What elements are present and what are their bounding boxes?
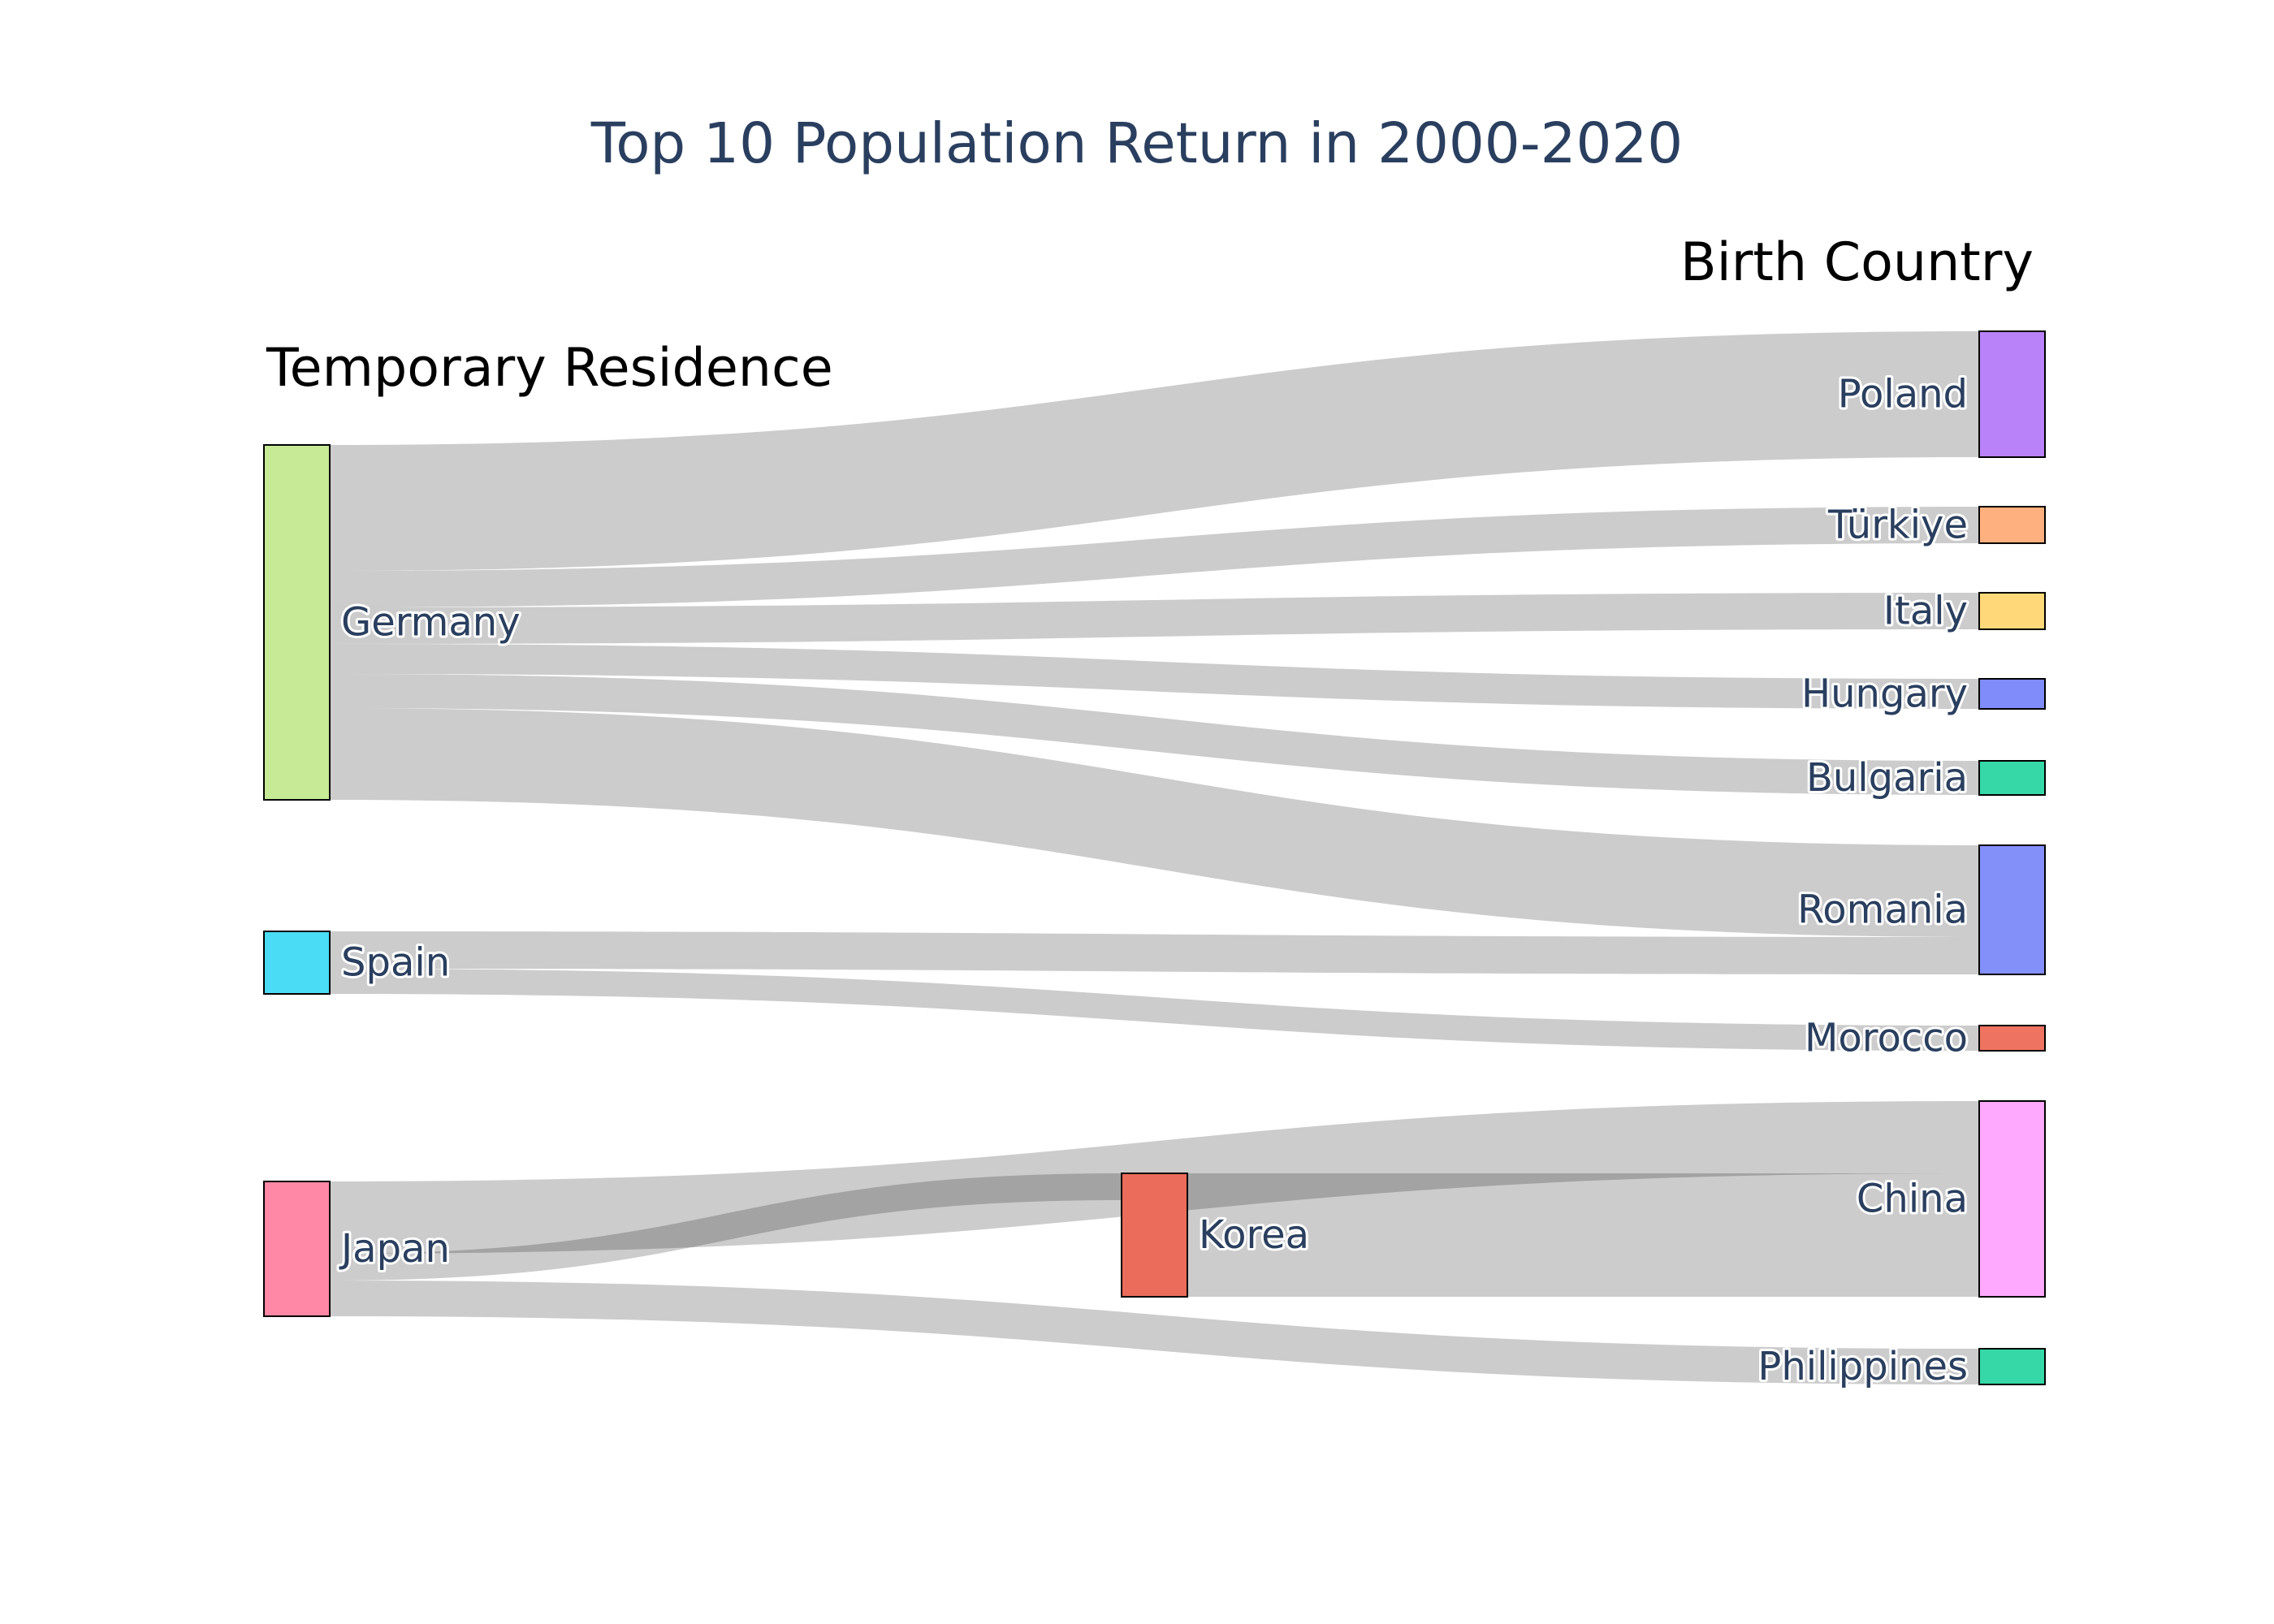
node-japan [263,1181,331,1317]
node-italy [1978,592,2046,630]
chart-title: Top 10 Population Return in 2000-2020 [590,111,1683,176]
link-japan-to-korea [330,1173,1122,1281]
nodes-layer [263,330,2046,1385]
node-label-romania: Romania [1797,888,1968,933]
link-germany-to-romania [330,708,1979,937]
column-label-birth-country: Birth Country [1680,232,2034,293]
node-poland [1978,330,2046,458]
node-label-spain: Spain [341,940,450,986]
node-philippines [1978,1348,2046,1385]
node-label-morocco: Morocco [1805,1016,1968,1061]
node-china [1978,1100,2046,1298]
link-germany-to-hungary [330,644,1979,709]
labels-layer: Germany Spain Japan Korea Poland Türkiye Italy… [336,369,1970,1393]
node-label-italy: Italy [1883,589,1968,634]
link-korea-to-china [1187,1173,1979,1297]
node-label-philippines: Philippines [1757,1344,1968,1389]
links-layer [330,331,1979,1384]
node-korea [1121,1173,1188,1298]
link-germany-to-bulgaria [330,674,1979,795]
node-romania [1978,844,2046,975]
node-label-hungary: Hungary [1801,672,1968,717]
node-label-japan: Japan [339,1226,450,1272]
link-japan-to-philippines [330,1281,1979,1384]
node-label-turkiye: Türkiye [1827,503,1968,548]
column-label-temporary-residence: Temporary Residence [266,338,833,399]
node-morocco [1978,1025,2046,1052]
link-germany-to-turkiye [330,507,1979,607]
node-label-poland: Poland [1838,372,1968,417]
link-spain-to-morocco [330,969,1979,1051]
node-label-china: China [1857,1177,1968,1222]
node-label-korea: Korea [1199,1212,1309,1258]
node-germany [263,444,331,801]
node-label-bulgaria: Bulgaria [1806,755,1968,801]
node-hungary [1978,678,2046,710]
node-spain [263,931,331,995]
link-spain-to-romania [330,931,1979,974]
link-germany-to-poland [330,331,1979,571]
link-germany-to-italy [330,593,1979,644]
node-label-germany: Germany [341,600,521,646]
node-turkiye [1978,506,2046,544]
node-bulgaria [1978,760,2046,796]
